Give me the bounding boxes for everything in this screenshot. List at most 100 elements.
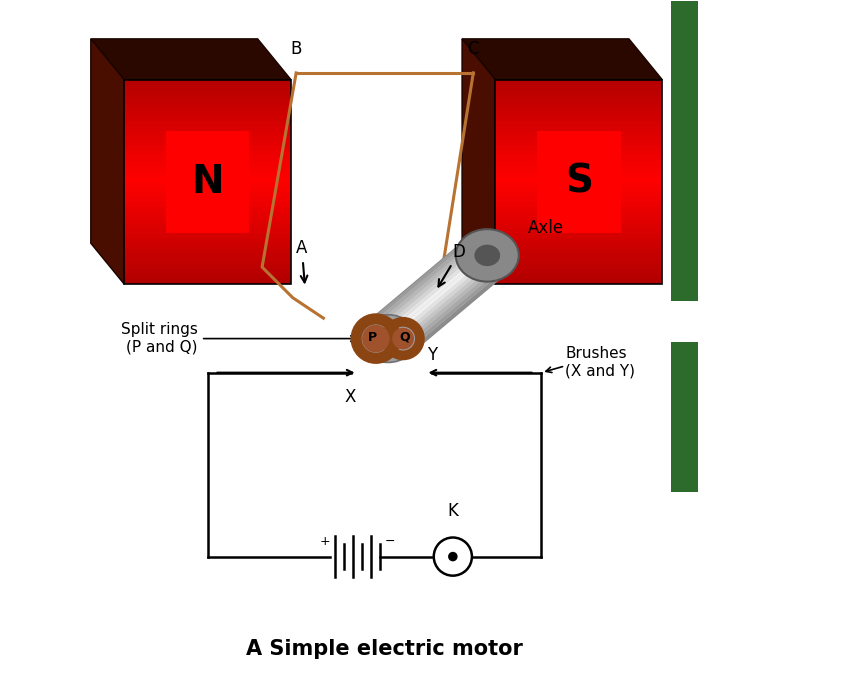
Polygon shape [124, 254, 291, 259]
Polygon shape [124, 100, 291, 105]
Polygon shape [462, 39, 662, 80]
Polygon shape [124, 202, 291, 207]
Polygon shape [495, 151, 662, 157]
Polygon shape [124, 228, 291, 233]
Polygon shape [404, 272, 505, 357]
Polygon shape [124, 263, 291, 269]
Polygon shape [124, 136, 291, 141]
Polygon shape [495, 248, 662, 254]
Polygon shape [124, 218, 291, 223]
Polygon shape [370, 237, 505, 357]
Polygon shape [495, 95, 662, 100]
Polygon shape [399, 266, 501, 352]
Polygon shape [124, 120, 291, 126]
Polygon shape [495, 105, 662, 110]
Polygon shape [124, 126, 291, 131]
Polygon shape [124, 172, 291, 176]
Polygon shape [384, 252, 486, 337]
Polygon shape [495, 202, 662, 207]
Polygon shape [495, 223, 662, 228]
Polygon shape [124, 233, 291, 238]
Polygon shape [495, 192, 662, 197]
Polygon shape [372, 239, 474, 325]
Polygon shape [495, 80, 662, 85]
Text: Brushes
(X and Y): Brushes (X and Y) [565, 346, 635, 379]
Polygon shape [91, 39, 124, 284]
Polygon shape [495, 167, 662, 172]
Polygon shape [495, 85, 662, 90]
Polygon shape [495, 207, 662, 213]
Polygon shape [124, 105, 291, 110]
Polygon shape [124, 131, 291, 136]
Text: +: + [319, 535, 330, 548]
Polygon shape [382, 249, 484, 335]
Polygon shape [124, 187, 291, 192]
Polygon shape [392, 259, 493, 345]
Circle shape [448, 552, 457, 562]
Polygon shape [495, 254, 662, 259]
Text: A: A [296, 239, 307, 282]
Polygon shape [495, 279, 662, 284]
Polygon shape [124, 110, 291, 116]
Polygon shape [124, 244, 291, 248]
Polygon shape [462, 39, 495, 284]
Polygon shape [370, 237, 471, 323]
Polygon shape [495, 90, 662, 95]
Polygon shape [387, 254, 488, 340]
Polygon shape [124, 116, 291, 120]
Polygon shape [495, 161, 662, 167]
Polygon shape [390, 256, 491, 342]
Polygon shape [495, 100, 662, 105]
Polygon shape [124, 223, 291, 228]
Polygon shape [378, 244, 479, 330]
Polygon shape [495, 157, 662, 161]
Polygon shape [495, 274, 662, 279]
Polygon shape [495, 126, 662, 131]
Polygon shape [124, 207, 291, 213]
Polygon shape [495, 131, 662, 136]
Polygon shape [124, 213, 291, 218]
Polygon shape [91, 39, 291, 80]
Polygon shape [124, 269, 291, 274]
Polygon shape [124, 197, 291, 202]
Polygon shape [495, 213, 662, 218]
Text: N: N [191, 163, 224, 201]
Text: K: K [447, 503, 458, 521]
Polygon shape [124, 176, 291, 182]
Ellipse shape [456, 229, 519, 282]
Polygon shape [495, 233, 662, 238]
Polygon shape [495, 110, 662, 116]
Polygon shape [124, 146, 291, 151]
Polygon shape [495, 182, 662, 187]
Text: S: S [565, 163, 593, 201]
Polygon shape [124, 141, 291, 146]
Polygon shape [402, 269, 503, 354]
Ellipse shape [360, 315, 417, 363]
Polygon shape [671, 342, 698, 492]
Polygon shape [495, 176, 662, 182]
Text: A Simple electric motor: A Simple electric motor [246, 639, 523, 659]
Polygon shape [495, 269, 662, 274]
Polygon shape [124, 279, 291, 284]
Text: Split rings
(P and Q): Split rings (P and Q) [120, 322, 197, 355]
Polygon shape [124, 248, 291, 254]
Text: D: D [438, 243, 466, 287]
Polygon shape [124, 192, 291, 197]
Polygon shape [495, 116, 662, 120]
Polygon shape [166, 131, 250, 233]
Polygon shape [495, 172, 662, 176]
Text: P: P [368, 331, 377, 344]
Polygon shape [495, 197, 662, 202]
Circle shape [434, 538, 472, 576]
Polygon shape [495, 136, 662, 141]
Polygon shape [395, 261, 496, 347]
Polygon shape [671, 1, 698, 301]
Polygon shape [375, 242, 476, 328]
Polygon shape [124, 259, 291, 263]
Text: Q: Q [399, 331, 410, 344]
Polygon shape [495, 187, 662, 192]
Ellipse shape [362, 325, 390, 352]
Ellipse shape [392, 328, 414, 350]
Polygon shape [124, 95, 291, 100]
Text: X: X [345, 388, 356, 406]
